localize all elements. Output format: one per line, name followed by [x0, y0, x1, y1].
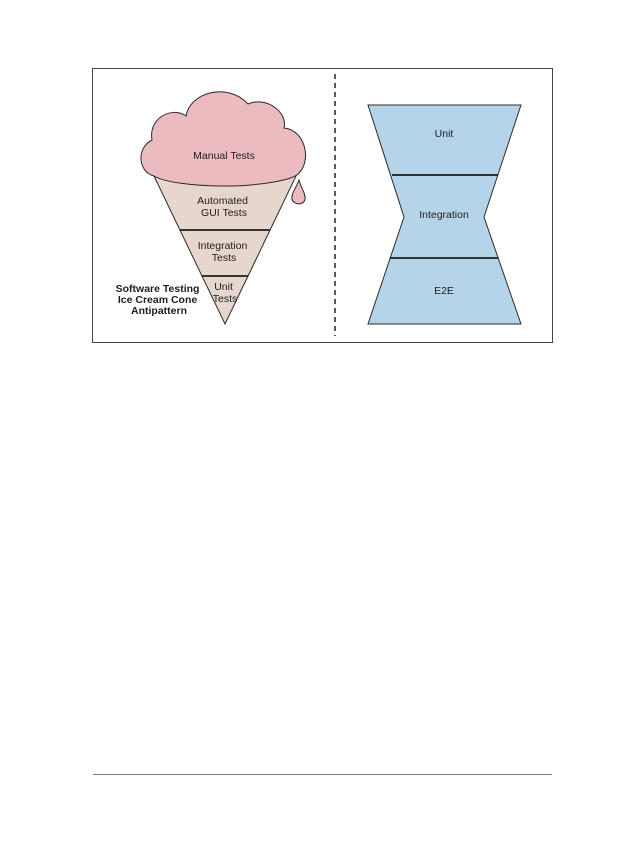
- ice-cream-scoop: [140, 91, 306, 187]
- ice-cream-cone: Manual Tests Automated GUI Tests Integra…: [116, 91, 306, 326]
- page-footer-rule: [93, 774, 552, 775]
- unit-label: Unit: [435, 128, 454, 140]
- unit-tests-label: Unit Tests: [213, 281, 238, 305]
- manual-tests-label: Manual Tests: [193, 150, 255, 162]
- automated-gui-tests-label: Automated GUI Tests: [197, 195, 251, 219]
- hourglass-shape: [367, 104, 522, 325]
- e2e-label: E2E: [434, 285, 454, 297]
- testing-hourglass: Unit Integration E2E: [367, 104, 522, 325]
- integration-tests-label: Integration Tests: [198, 240, 251, 264]
- integration-label: Integration: [419, 209, 469, 221]
- antipattern-caption: Software Testing Ice Cream Cone Antipatt…: [116, 283, 203, 317]
- ice-cream-drip: [291, 178, 306, 205]
